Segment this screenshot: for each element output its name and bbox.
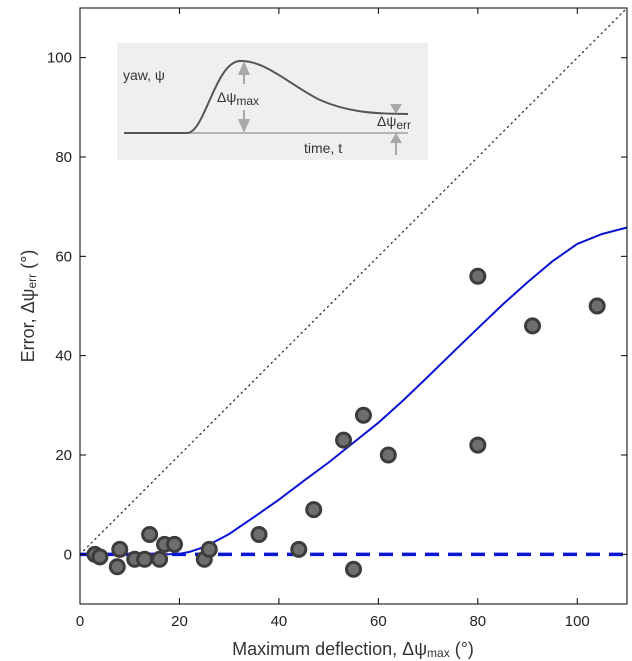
identity-line	[79, 7, 628, 555]
max-arrow-head-up	[238, 61, 250, 75]
data-point	[91, 548, 109, 566]
ticks-layer: 0 20 40 60 80 100 0 20 40 60 80 100	[47, 8, 627, 630]
data-point	[151, 550, 169, 568]
y-tick-label: 40	[55, 348, 72, 365]
x-axis-title: Maximum deflection, Δψmax (°)	[232, 639, 474, 660]
inset-err-label: Δψerr	[377, 113, 411, 132]
err-arrow-head-up	[390, 133, 402, 143]
y-tick-label: 60	[55, 248, 72, 265]
y-tick-label: 20	[55, 447, 72, 464]
fit-curve	[80, 226, 628, 556]
x-tick-label: 40	[271, 613, 288, 630]
inset-time-label: time, t	[304, 140, 342, 156]
data-point	[524, 317, 542, 335]
x-tick-label: 20	[171, 613, 188, 630]
plot-frame	[79, 7, 628, 605]
data-point	[588, 297, 606, 315]
x-tick-label: 100	[565, 613, 590, 630]
data-point	[379, 446, 397, 464]
data-point	[108, 558, 126, 576]
inset-yaw-curve	[124, 59, 409, 134]
y-tick-label: 0	[64, 546, 72, 563]
data-point	[469, 267, 487, 285]
x-tick-label: 60	[370, 613, 387, 630]
data-point	[141, 525, 159, 543]
data-point	[111, 540, 129, 558]
lines-layer	[79, 7, 628, 557]
data-point	[335, 431, 353, 449]
data-point	[305, 501, 323, 519]
data-point	[354, 406, 372, 424]
data-point	[345, 560, 362, 578]
y-tick-label: 100	[47, 50, 72, 67]
data-point	[290, 540, 308, 558]
inset: yaw, ψ time, t Δψmax Δψerr	[117, 43, 428, 160]
y-tick-label: 80	[55, 149, 72, 166]
data-point	[469, 436, 487, 454]
x-tick-label: 0	[76, 613, 84, 630]
err-arrow-head-down	[390, 104, 402, 114]
data-point	[250, 525, 268, 543]
data-point	[165, 535, 183, 553]
y-axis-title: Error, Δψerr (°)	[18, 250, 39, 363]
inset-max-label: Δψmax	[217, 89, 259, 108]
max-arrow-head-down	[238, 119, 250, 133]
points-layer	[86, 267, 606, 578]
data-point	[136, 550, 154, 568]
inset-background	[117, 43, 428, 160]
x-tick-label: 80	[469, 613, 486, 630]
inset-yaw-label: yaw, ψ	[123, 67, 165, 83]
data-point	[200, 540, 218, 558]
